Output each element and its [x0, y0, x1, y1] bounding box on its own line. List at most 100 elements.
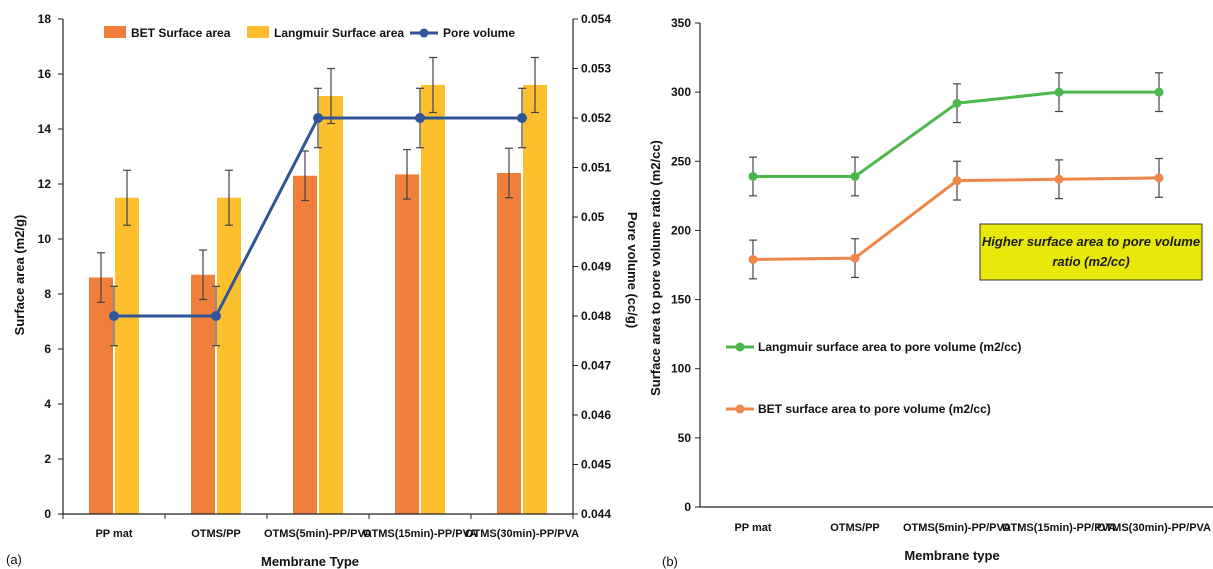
- point-bet-surface-area-to-pore-volume-m2-cc-pp-mat: [748, 254, 758, 264]
- legend-label-langmuir-ratio: Langmuir surface area to pore volume (m2…: [758, 340, 1021, 354]
- point-bet-surface-area-to-pore-volume-m2-cc-otms-pp: [850, 253, 860, 263]
- bar-bet-surface-area-otms-15min-pp-pva: [395, 174, 419, 514]
- point-pore-volume-otms-5min-pp-pva: [313, 113, 323, 123]
- chart-b-category-otms-15min-pp-pva: OTMS(15min)-PP/PVA: [1002, 522, 1116, 534]
- chart-a-panel-label: (a): [6, 552, 22, 567]
- chart-b-category-otms-30min-pp-pva: OTMS(30min)-PP/PVA: [1097, 522, 1211, 534]
- chart-b-category-otms-pp: OTMS/PP: [830, 522, 880, 534]
- chart-a-y2-tick-0-048: 0.048: [581, 309, 611, 323]
- chart-a-axes: [58, 18, 578, 519]
- chart-a-y-tick-16: 16: [38, 67, 52, 81]
- chart-a-y2-axis-title: Pore volume (cc/g): [625, 212, 640, 328]
- chart-b-category-pp-mat: PP mat: [734, 522, 771, 534]
- chart-b-x-axis-title: Membrane type: [904, 548, 999, 563]
- chart-a-y-tick-12: 12: [38, 177, 52, 191]
- point-langmuir-surface-area-to-pore-volume-m2-cc-otms-15min-pp-pva: [1054, 87, 1064, 97]
- chart-a-category-otms-15min-pp-pva: OTMS(15min)-PP/PVA: [363, 528, 477, 540]
- chart-a-category-otms-5min-pp-pva: OTMS(5min)-PP/PVA: [264, 528, 372, 540]
- bar-langmuir-surface-area-otms-15min-pp-pva: [421, 85, 445, 514]
- point-pore-volume-otms-15min-pp-pva: [415, 113, 425, 123]
- chart-b-annotation: Higher surface area to pore volume ratio…: [979, 223, 1203, 281]
- chart-a-category-otms-30min-pp-pva: OTMS(30min)-PP/PVA: [465, 528, 579, 540]
- legend-label-pore-volume: Pore volume: [443, 26, 515, 40]
- point-bet-surface-area-to-pore-volume-m2-cc-otms-5min-pp-pva: [952, 176, 962, 186]
- chart-a-error-bars: [97, 56, 539, 347]
- chart-a-y-tick-6: 6: [44, 342, 51, 356]
- bar-bet-surface-area-otms-5min-pp-pva: [293, 175, 317, 514]
- bar-langmuir-surface-area-otms-pp: [217, 197, 241, 514]
- point-pore-volume-otms-30min-pp-pva: [517, 113, 527, 123]
- chart-b-lines: [748, 87, 1164, 264]
- chart-a-y2-tick-0-054: 0.054: [581, 12, 611, 26]
- point-bet-surface-area-to-pore-volume-m2-cc-otms-15min-pp-pva: [1054, 174, 1064, 184]
- point-bet-surface-area-to-pore-volume-m2-cc-otms-30min-pp-pva: [1154, 173, 1164, 183]
- chart-a-x-axis-title: Membrane Type: [261, 554, 359, 569]
- chart-a-y2-tick-0-045: 0.045: [581, 458, 611, 472]
- chart-b: 0 50 100 150 200 250 300 350 PP mat OTMS/PP OTMS(…: [648, 16, 1213, 569]
- chart-b-axes: [695, 22, 1213, 508]
- chart-a-y2-tick-0-051: 0.051: [581, 161, 611, 175]
- chart-b-y-tick-250: 250: [671, 154, 691, 168]
- chart-b-y-tick-350: 350: [671, 16, 691, 30]
- chart-a-y-tick-8: 8: [44, 287, 51, 301]
- annotation-text-line-2: ratio (m2/cc): [1052, 254, 1129, 269]
- legend-label-bet-ratio: BET surface area to pore volume (m2/cc): [758, 402, 991, 416]
- chart-b-y-tick-150: 150: [671, 293, 691, 307]
- bar-bet-surface-area-otms-pp: [191, 274, 215, 514]
- point-langmuir-surface-area-to-pore-volume-m2-cc-otms-30min-pp-pva: [1154, 87, 1164, 97]
- chart-a-bars: [89, 85, 547, 514]
- chart-a-y2-tick-0-05: 0.05: [581, 210, 605, 224]
- point-langmuir-surface-area-to-pore-volume-m2-cc-otms-5min-pp-pva: [952, 98, 962, 108]
- legend-label-bet: BET Surface area: [131, 26, 231, 40]
- chart-b-legend: Langmuir surface area to pore volume (m2…: [726, 340, 1021, 416]
- chart-a-y2-tick-0-053: 0.053: [581, 62, 611, 76]
- chart-b-y-tick-50: 50: [678, 431, 692, 445]
- bar-langmuir-surface-area-otms-30min-pp-pva: [523, 85, 547, 514]
- bar-bet-surface-area-pp-mat: [89, 277, 113, 514]
- legend-marker-pore-volume: [419, 28, 429, 38]
- chart-a-y-tick-14: 14: [38, 122, 52, 136]
- chart-b-y-tick-0: 0: [684, 500, 691, 514]
- chart-a-pore-volume-line: [109, 113, 527, 321]
- chart-a-y2-tick-0-047: 0.047: [581, 359, 611, 373]
- chart-a-y-tick-18: 18: [38, 12, 52, 26]
- chart-a-y2-tick-0-049: 0.049: [581, 260, 611, 274]
- point-langmuir-surface-area-to-pore-volume-m2-cc-otms-pp: [850, 171, 860, 181]
- chart-b-y-tick-300: 300: [671, 85, 691, 99]
- bar-langmuir-surface-area-pp-mat: [115, 197, 139, 514]
- chart-a-y2-tick-0-052: 0.052: [581, 111, 611, 125]
- chart-a-category-otms-pp: OTMS/PP: [191, 528, 241, 540]
- point-langmuir-surface-area-to-pore-volume-m2-cc-pp-mat: [748, 171, 758, 181]
- chart-a-tick-labels: 0 2 4 6 8 10 12 14 16 18 0.044 0.045 0.046 0.047 0.048…: [38, 12, 612, 521]
- annotation-text-line-1: Higher surface area to pore volume: [982, 234, 1200, 249]
- bar-langmuir-surface-area-otms-5min-pp-pva: [319, 96, 343, 514]
- bar-bet-surface-area-otms-30min-pp-pva: [497, 173, 521, 514]
- chart-a-y-axis-title: Surface area (m2/g): [12, 215, 27, 336]
- chart-b-tick-labels: 0 50 100 150 200 250 300 350: [671, 16, 691, 514]
- legend-label-langmuir: Langmuir Surface area: [274, 26, 404, 40]
- chart-a-y2-tick-0-046: 0.046: [581, 408, 611, 422]
- legend-swatch-bet: [104, 26, 126, 38]
- chart-a-y-tick-4: 4: [44, 397, 51, 411]
- chart-a-y-tick-10: 10: [38, 232, 52, 246]
- chart-b-y-tick-100: 100: [671, 362, 691, 376]
- chart-a-category-pp-mat: PP mat: [95, 528, 132, 540]
- chart-b-category-labels: PP mat OTMS/PP OTMS(5min)-PP/PVAOTMS(15min…: [734, 522, 1211, 534]
- point-pore-volume-otms-pp: [211, 311, 221, 321]
- chart-a-y-tick-2: 2: [44, 452, 51, 466]
- chart-a-y2-tick-0-044: 0.044: [581, 507, 611, 521]
- chart-b-y-axis-title: Surface area to pore volume ratio (m2/cc…: [648, 140, 663, 396]
- chart-b-category-otms-5min-pp-pva: OTMS(5min)-PP/PVA: [903, 522, 1011, 534]
- chart-b-panel-label: (b): [662, 554, 678, 569]
- annotation-box: [979, 223, 1203, 281]
- legend-marker-bet-ratio: [735, 404, 745, 414]
- point-pore-volume-pp-mat: [109, 311, 119, 321]
- chart-b-y-tick-200: 200: [671, 223, 691, 237]
- chart-a: 0 2 4 6 8 10 12 14 16 18 0.044 0.045 0.046 0.047 0.048…: [6, 12, 640, 569]
- chart-a-y-tick-0: 0: [44, 507, 51, 521]
- legend-marker-langmuir-ratio: [735, 342, 745, 352]
- chart-a-category-labels: PP mat OTMS/PP OTMS(5min)-PP/PVAOTMS(15min…: [95, 528, 579, 540]
- chart-a-legend: BET Surface area Langmuir Surface area P…: [104, 26, 515, 40]
- legend-swatch-langmuir: [247, 26, 269, 38]
